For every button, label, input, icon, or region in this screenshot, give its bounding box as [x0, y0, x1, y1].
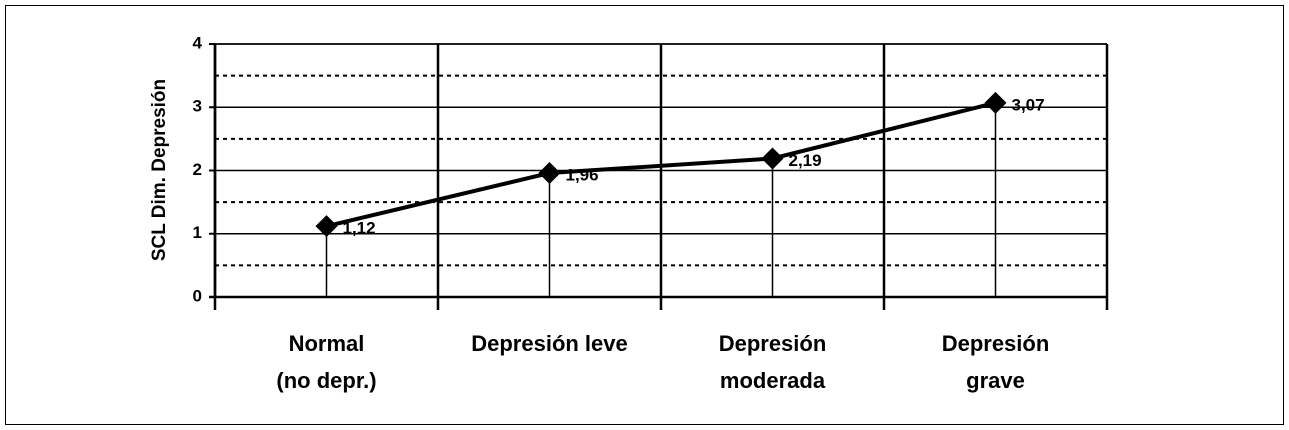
- x-tick-label-line: Normal: [289, 331, 365, 356]
- x-tick-label-line: grave: [966, 368, 1025, 393]
- x-tick-label: Depresión grave: [942, 331, 1050, 393]
- y-tick-label: 2: [193, 160, 202, 179]
- marker: [538, 162, 561, 185]
- y-tick-label: 1: [193, 223, 202, 242]
- data-label: 3,07: [1012, 95, 1045, 114]
- x-tick-label-line: Depresión: [719, 331, 827, 356]
- x-tick-label-line: Depresión: [942, 331, 1050, 356]
- frame: [5, 5, 1284, 425]
- x-tick-label-line: moderada: [720, 368, 826, 393]
- marker: [761, 147, 784, 170]
- y-tick-label: 3: [193, 97, 202, 116]
- line: [326, 100, 996, 229]
- x-tick-label: Depresión leve: [471, 331, 628, 356]
- marker: [315, 215, 338, 238]
- y-tick-label: 0: [193, 286, 202, 305]
- x-tick-label: Normal (no depr.): [276, 331, 376, 393]
- data-label: 1,96: [566, 166, 599, 185]
- y-axis-label: SCL Dim. Depresión: [149, 79, 170, 261]
- y-tick-label: 4: [193, 33, 203, 52]
- x-tick-label-line: Depresión leve: [471, 331, 628, 356]
- data-label: 2,19: [789, 151, 822, 170]
- x-tick-label-line: (no depr.): [276, 368, 376, 393]
- data-label: 1,12: [343, 219, 376, 238]
- x-tick-label: Depresión moderada: [719, 331, 827, 393]
- marker: [984, 91, 1007, 114]
